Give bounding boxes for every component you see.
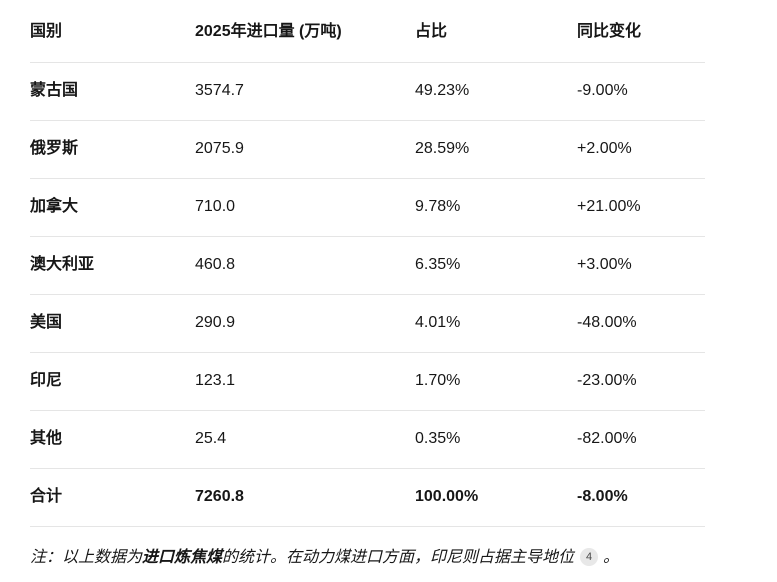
- cell-volume: 2075.9: [195, 120, 415, 179]
- cell-share: 28.59%: [415, 120, 577, 179]
- footnote-middle: 的统计。在动力煤进口方面，印尼则占据主导地位: [222, 549, 575, 566]
- table-row: 澳大利亚 460.8 6.35% +3.00%: [30, 236, 705, 295]
- cell-share: 6.35%: [415, 236, 577, 295]
- cell-yoy: +2.00%: [577, 120, 705, 179]
- import-table: 国别 2025年进口量 (万吨) 占比 同比变化 蒙古国 3574.7 49.2…: [30, 4, 705, 527]
- table-row: 加拿大 710.0 9.78% +21.00%: [30, 178, 705, 237]
- col-header-country: 国别: [30, 4, 195, 63]
- cell-volume: 123.1: [195, 352, 415, 411]
- table-row: 俄罗斯 2075.9 28.59% +2.00%: [30, 120, 705, 179]
- footnote-suffix: 。: [603, 549, 620, 566]
- cell-country: 加拿大: [30, 178, 195, 237]
- col-header-share: 占比: [415, 4, 577, 63]
- cell-country: 其他: [30, 410, 195, 469]
- cell-country: 俄罗斯: [30, 120, 195, 179]
- footnote-bold-term: 进口炼焦煤: [142, 549, 223, 566]
- cell-share: 0.35%: [415, 410, 577, 469]
- table-header-row: 国别 2025年进口量 (万吨) 占比 同比变化: [30, 4, 705, 63]
- cell-volume: 290.9: [195, 294, 415, 353]
- cell-volume: 460.8: [195, 236, 415, 295]
- cell-total-share: 100.00%: [415, 468, 577, 527]
- table-row: 其他 25.4 0.35% -82.00%: [30, 410, 705, 469]
- cell-volume: 3574.7: [195, 62, 415, 121]
- cell-country: 印尼: [30, 352, 195, 411]
- cell-volume: 25.4: [195, 410, 415, 469]
- footnote-prefix: 注：以上数据为: [30, 549, 143, 566]
- cell-share: 1.70%: [415, 352, 577, 411]
- cell-yoy: +21.00%: [577, 178, 705, 237]
- cell-share: 49.23%: [415, 62, 577, 121]
- table-row: 蒙古国 3574.7 49.23% -9.00%: [30, 62, 705, 121]
- cell-total-label: 合计: [30, 468, 195, 527]
- table-row: 美国 290.9 4.01% -48.00%: [30, 294, 705, 353]
- cell-yoy: +3.00%: [577, 236, 705, 295]
- cell-country: 澳大利亚: [30, 236, 195, 295]
- cell-share: 9.78%: [415, 178, 577, 237]
- cell-yoy: -9.00%: [577, 62, 705, 121]
- cell-country: 美国: [30, 294, 195, 353]
- table-row: 印尼 123.1 1.70% -23.00%: [30, 352, 705, 411]
- cell-volume: 710.0: [195, 178, 415, 237]
- cell-yoy: -23.00%: [577, 352, 705, 411]
- citation-badge[interactable]: 4: [580, 548, 599, 566]
- col-header-volume: 2025年进口量 (万吨): [195, 4, 415, 63]
- cell-share: 4.01%: [415, 294, 577, 353]
- col-header-yoy-change: 同比变化: [577, 4, 705, 63]
- table-row-total: 合计 7260.8 100.00% -8.00%: [30, 468, 705, 527]
- cell-total-volume: 7260.8: [195, 468, 415, 527]
- cell-yoy: -48.00%: [577, 294, 705, 353]
- cell-total-yoy: -8.00%: [577, 468, 705, 527]
- footnote: 注：以上数据为进口炼焦煤的统计。在动力煤进口方面，印尼则占据主导地位 4。: [30, 546, 747, 570]
- cell-yoy: -82.00%: [577, 410, 705, 469]
- cell-country: 蒙古国: [30, 62, 195, 121]
